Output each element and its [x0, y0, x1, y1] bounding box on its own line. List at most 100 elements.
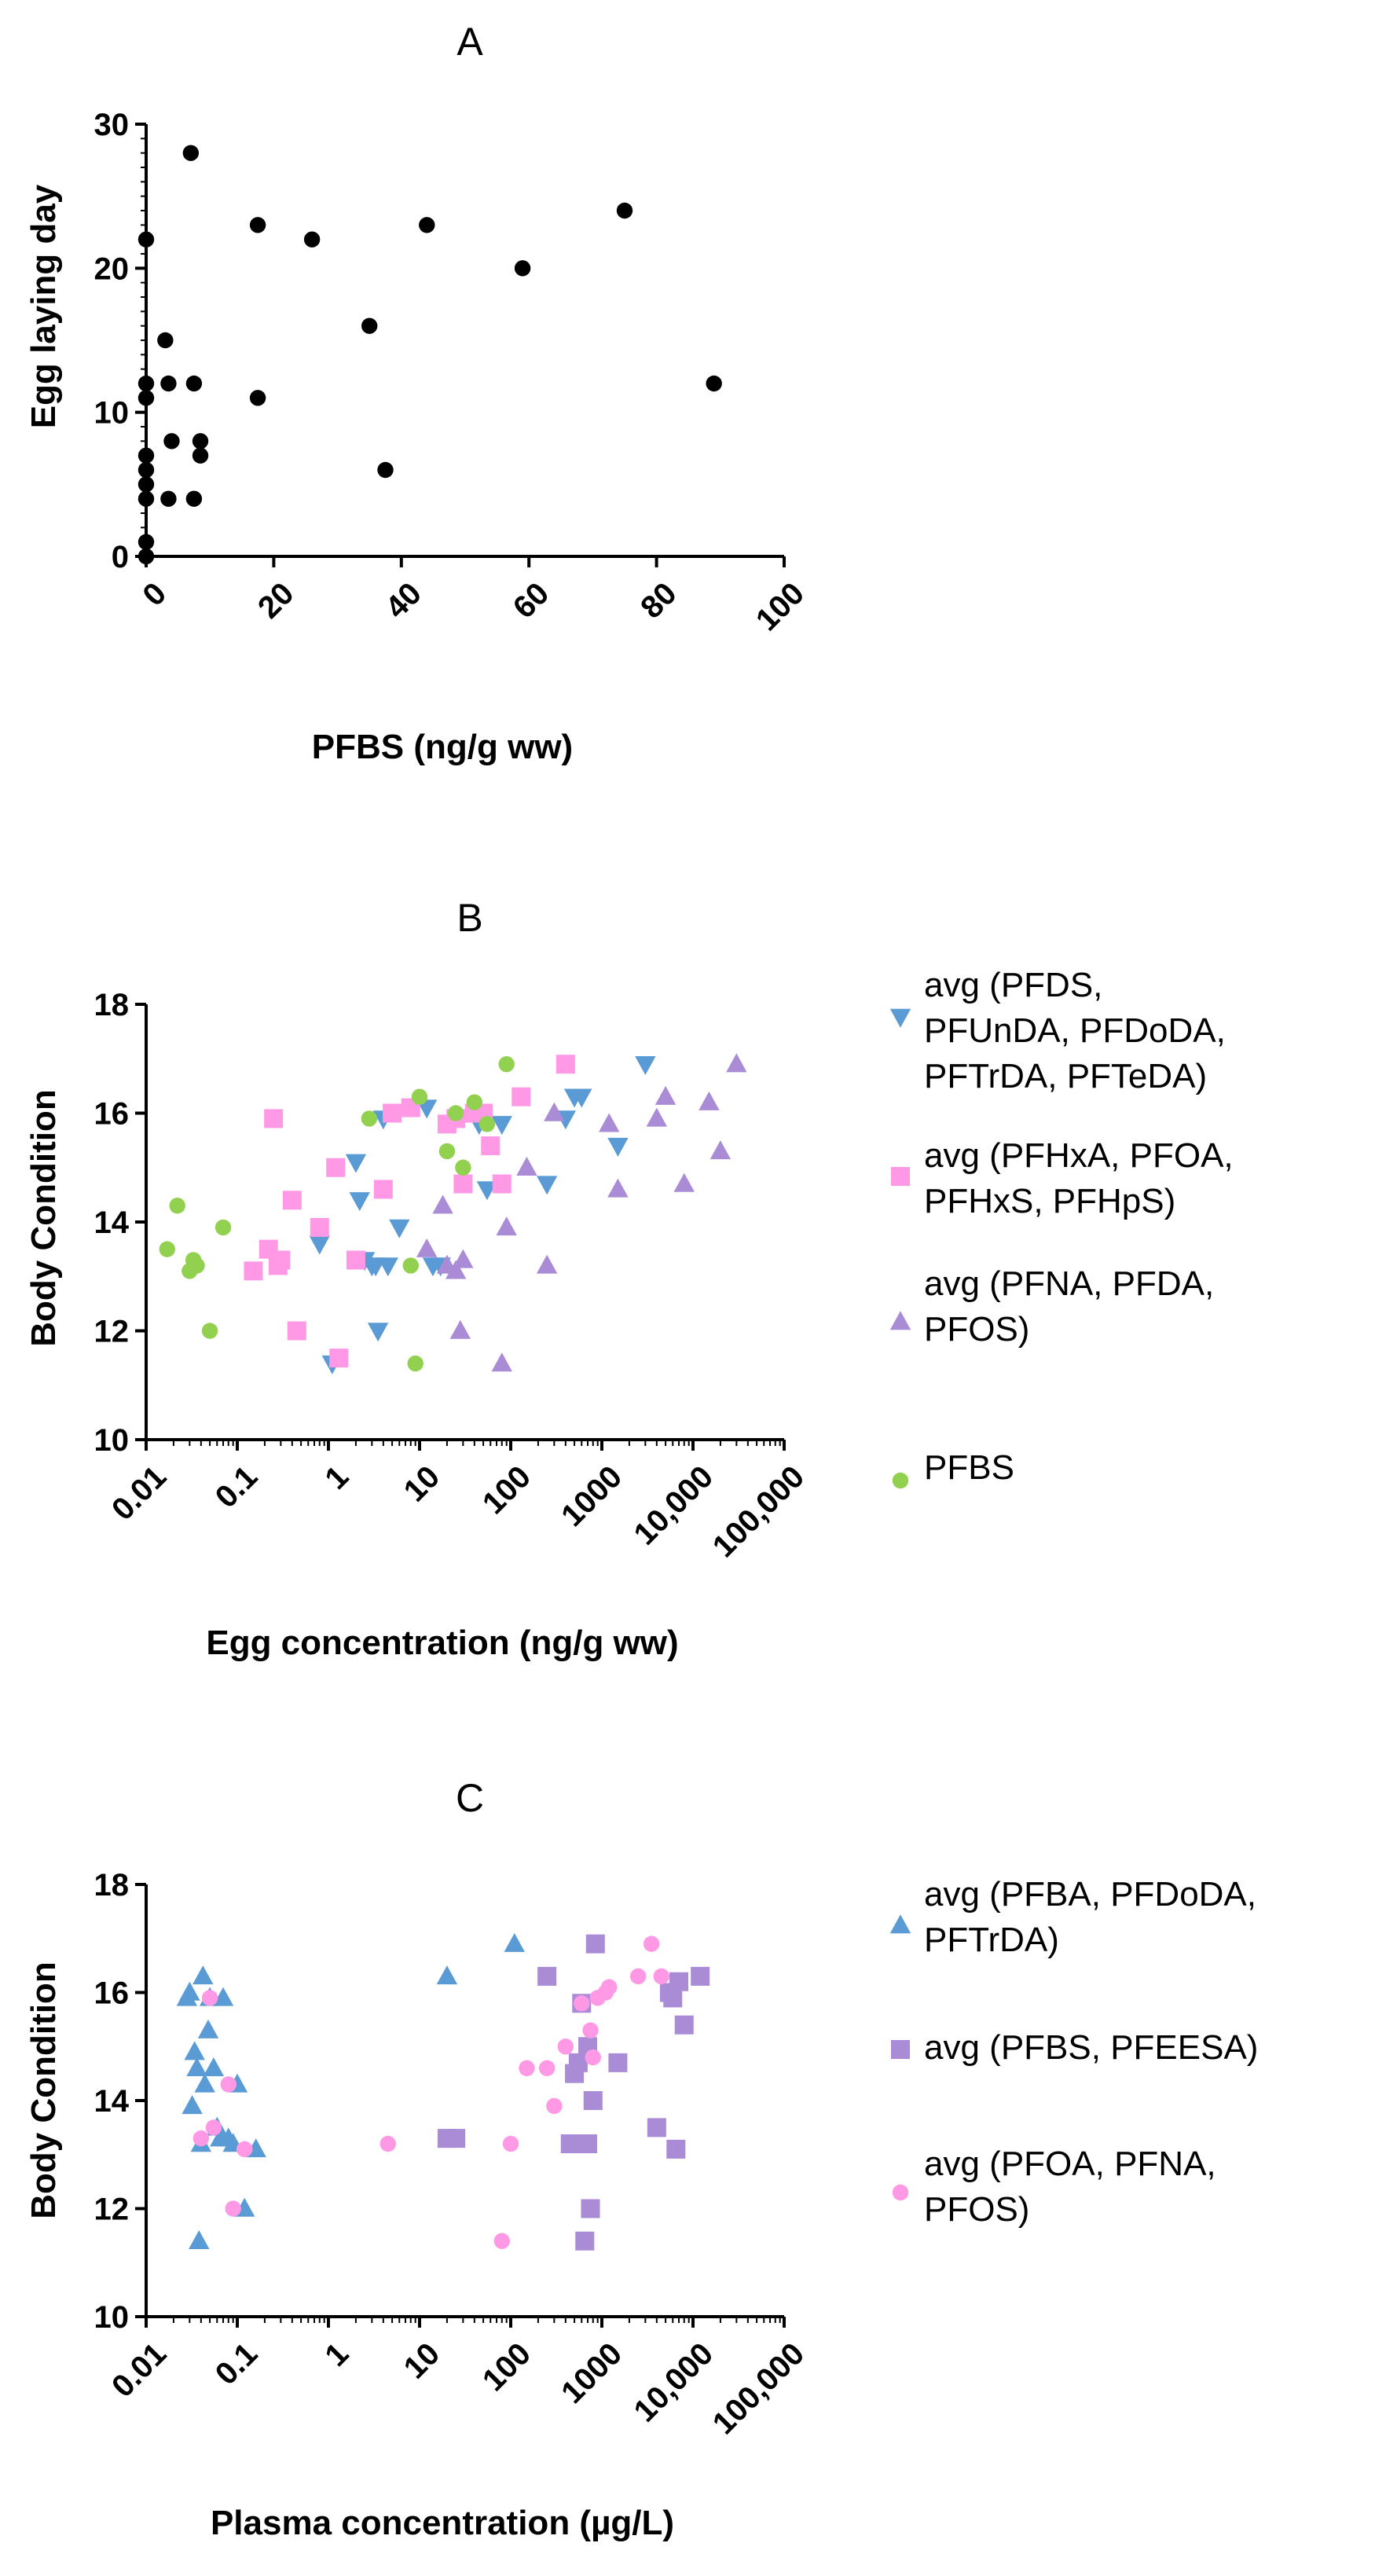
- panel-c-series-2-point: [643, 1936, 660, 1952]
- panel-b-series-2-point: [536, 1254, 558, 1274]
- legend-b-item-2: avg (PFNA, PFDA, PFOS): [889, 1264, 1223, 1349]
- panel-b-series-2-point: [432, 1194, 453, 1214]
- panel-c-series-2-point: [557, 2038, 574, 2055]
- legend-b-label-0-line-2: PFTrDA, PFTeDA): [924, 1057, 1207, 1095]
- panel-a-series-0-point: [138, 390, 155, 406]
- panel-b-series-3-point: [189, 1257, 205, 1274]
- panel-c-series-1-point: [446, 2129, 466, 2149]
- panel-b-series-1-point: [310, 1217, 329, 1237]
- panel-a-series-0-point: [182, 145, 200, 161]
- legend-b-item-1: avg (PFHxA, PFOA, PFHxS, PFHpS): [891, 1136, 1234, 1220]
- panel-a-title: A: [456, 20, 483, 64]
- panel-c-series-2-point: [493, 2233, 510, 2249]
- legend-b-label-0: avg (PFDS, PFUnDA, PFDoDA, PFTrDA, PFTeD…: [924, 966, 1235, 1095]
- panel-a-series-0-point: [157, 332, 174, 349]
- panel-c-legend: avg (PFBA, PFDoDA, PFTrDA) avg (PFBS, PF…: [889, 1875, 1266, 2229]
- legend-b-label-0-line-1: PFUnDA, PFDoDA,: [924, 1011, 1226, 1050]
- panel-b-series-1-point: [271, 1250, 291, 1270]
- panel-a-series-0-point: [138, 490, 155, 507]
- panel-b-series-0-point: [309, 1235, 330, 1255]
- panel-b-legend: avg (PFDS, PFUnDA, PFDoDA, PFTrDA, PFTeD…: [889, 966, 1235, 1489]
- panel-b-points: [159, 1053, 747, 1374]
- panel-c-series-2-point: [380, 2135, 396, 2152]
- panel-b-series-1-point: [244, 1261, 263, 1281]
- panel-c-y-tick-label: 16: [94, 1976, 130, 2011]
- panel-c-series-2-point: [519, 2060, 535, 2076]
- legend-c-item-2: avg (PFOA, PFNA, PFOS): [892, 2145, 1216, 2229]
- panel-a-y-tick-label: 0: [112, 540, 129, 574]
- panel-b-series-0-point: [536, 1176, 558, 1195]
- panel-b-series-2-point: [654, 1085, 676, 1105]
- panel-b-series-3-point: [214, 1219, 232, 1236]
- panel-b-series-0-point: [571, 1088, 592, 1108]
- panel-c-series-1-point: [581, 2199, 600, 2218]
- panel-b-series-2-point: [544, 1102, 565, 1121]
- panel-c-series-2-point: [574, 1995, 590, 2012]
- panel-c-series-0-point: [212, 1987, 234, 2006]
- panel-a-points: [138, 145, 722, 565]
- panel-b-series-3-point: [201, 1323, 218, 1339]
- panel-b-series-1-point: [492, 1174, 512, 1194]
- panel-c-series-2-point: [201, 1990, 218, 2006]
- panel-c-series-1-point: [568, 2053, 588, 2072]
- panel-b-series-2-point: [416, 1238, 438, 1257]
- panel-b-series-1-point: [373, 1180, 393, 1199]
- panel-b-series-3-point: [361, 1110, 378, 1127]
- legend-c-label-2-line-1: PFOS): [924, 2190, 1029, 2229]
- panel-a-series-0-point: [160, 490, 177, 507]
- panel-a-series-0-point: [138, 375, 155, 392]
- panel-c-series-0-point: [436, 1965, 458, 1985]
- panel-a-series-0-point: [514, 260, 531, 277]
- panel-c-series-1-point: [575, 2231, 595, 2251]
- panel-a-series-0-point: [185, 375, 203, 392]
- panel-b-series-0-point: [491, 1116, 512, 1136]
- panel-c-series-2-point: [192, 2130, 210, 2147]
- panel-c-series-2-point: [629, 1968, 647, 1985]
- panel-c-series-1-point: [537, 1966, 557, 1986]
- panel-c-series-1-point: [583, 2091, 603, 2110]
- panel-b-series-0-point: [345, 1154, 367, 1173]
- panel-b-series-2-point: [698, 1091, 720, 1110]
- panel-b-series-3-point: [478, 1116, 496, 1132]
- panel-c-series-1-point: [578, 2134, 598, 2153]
- panel-c-points: [176, 1932, 710, 2251]
- panel-b-series-2-point: [491, 1352, 512, 1372]
- panel-c-series-1-point: [608, 2053, 628, 2072]
- panel-b-series-2-point: [726, 1053, 747, 1073]
- panel-c-series-2-point: [225, 2200, 241, 2217]
- panel-c-series-2-point: [205, 2119, 222, 2136]
- panel-b-series-2-point: [710, 1140, 732, 1160]
- panel-c-series-2-point: [600, 1979, 618, 1995]
- legend-b-marker-3: [892, 1472, 909, 1489]
- legend-b-marker-0: [889, 1008, 911, 1028]
- panel-b-series-2-point: [598, 1113, 620, 1132]
- legend-c-label-0: avg (PFBA, PFDoDA, PFTrDA): [924, 1875, 1266, 1959]
- panel-c-series-2-point: [546, 2097, 563, 2115]
- panel-b-series-1-point: [346, 1250, 365, 1270]
- panel-b-series-0-point: [367, 1323, 389, 1342]
- panel-c-y-tick-label: 10: [94, 2300, 130, 2335]
- legend-b-label-3-line-0: PFBS: [924, 1448, 1014, 1487]
- legend-b-label-2: avg (PFNA, PFDA, PFOS): [924, 1264, 1223, 1349]
- panel-a-y-tick-label: 10: [94, 396, 130, 431]
- legend-c-label-0-line-1: PFTrDA): [924, 1921, 1059, 1959]
- panel-a-series-0-point: [419, 217, 435, 233]
- panel-c-y-tick-label: 14: [94, 2084, 130, 2119]
- legend-b-marker-2: [889, 1311, 911, 1330]
- panel-c-series-2-point: [653, 1968, 669, 1985]
- panel-b-series-2-point: [496, 1216, 517, 1236]
- legend-c-item-1: avg (PFBS, PFEESA): [891, 2028, 1258, 2067]
- panel-c-series-0-point: [184, 2041, 205, 2060]
- panel-c-series-1-point: [669, 1972, 689, 1991]
- panel-a-series-0-point: [192, 433, 209, 450]
- panel-a-series-0-point: [138, 476, 155, 493]
- legend-b-label-2-line-1: PFOS): [924, 1310, 1029, 1349]
- panel-c-series-1-point: [691, 1966, 710, 1986]
- panel-c-series-1-point: [663, 1988, 683, 2008]
- panel-b-series-3-point: [407, 1355, 424, 1372]
- panel-b-series-1-point: [453, 1174, 473, 1194]
- panel-b-series-2-point: [607, 1178, 629, 1198]
- panel-c-series-1-point: [560, 2134, 580, 2153]
- panel-c-series-0-point: [504, 1932, 526, 1952]
- legend-b-label-0-line-0: avg (PFDS,: [924, 966, 1102, 1004]
